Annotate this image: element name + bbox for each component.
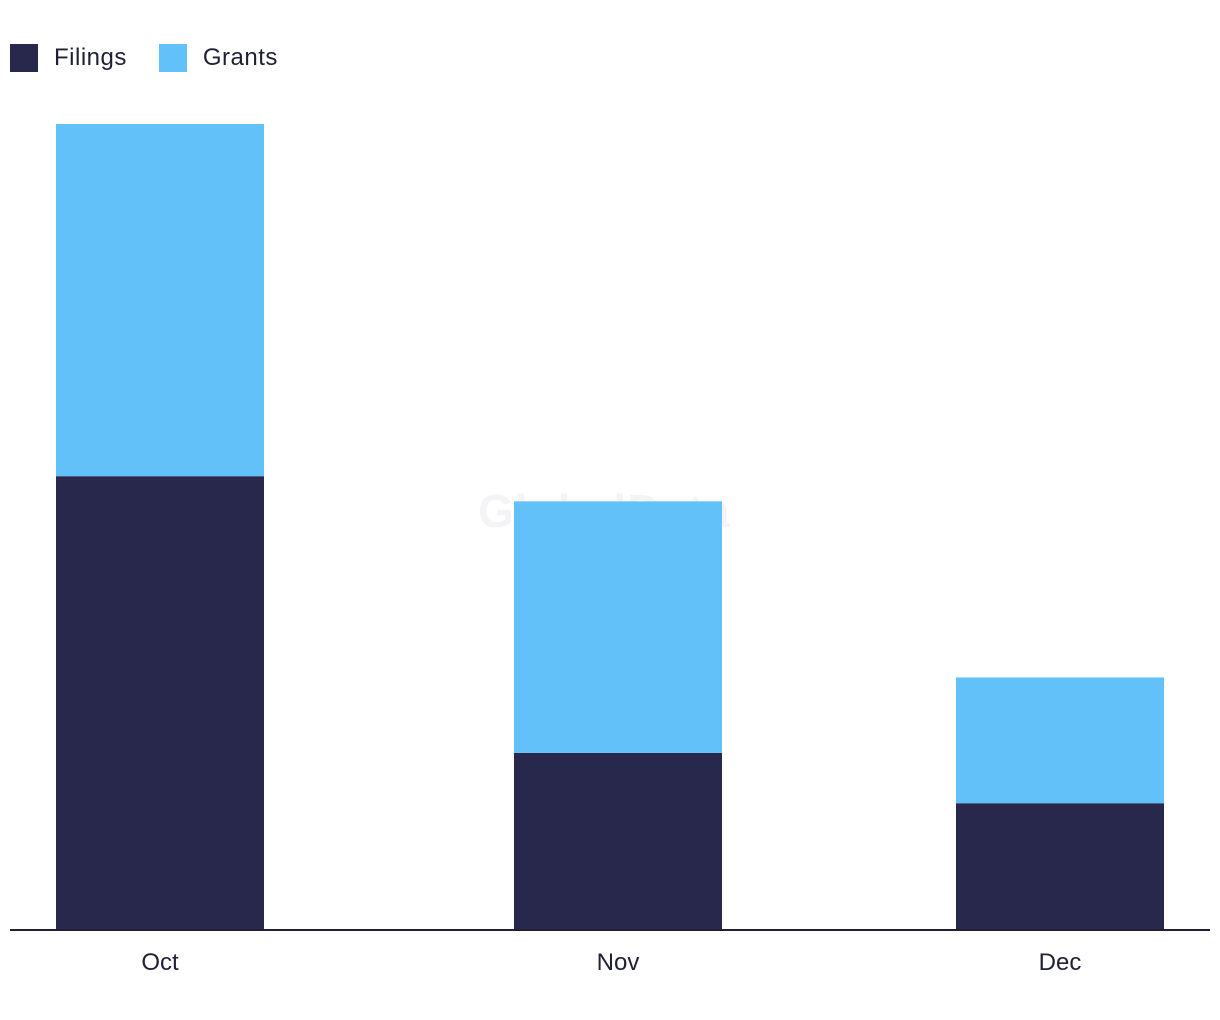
bar-grants-oct[interactable]: [56, 124, 264, 477]
x-tick-label-nov: Nov: [597, 949, 640, 976]
chart-legend: Filings Grants: [10, 44, 278, 72]
bar-filings-dec[interactable]: [956, 803, 1164, 929]
bar-grants-nov[interactable]: [514, 501, 722, 753]
bar-filings-nov[interactable]: [514, 752, 722, 929]
legend-label-filings: Filings: [54, 44, 127, 71]
bars-group: [56, 124, 1164, 929]
bar-filings-oct[interactable]: [56, 476, 264, 929]
legend-swatch-filings: [10, 44, 38, 72]
legend-item-grants[interactable]: Grants: [158, 44, 278, 72]
legend-label-grants: Grants: [202, 44, 278, 71]
x-tick-label-oct: Oct: [141, 949, 179, 976]
legend-item-filings[interactable]: Filings: [10, 44, 127, 72]
bar-grants-dec[interactable]: [956, 677, 1164, 804]
x-tick-labels: Oct Nov Dec: [141, 949, 1081, 976]
legend-swatch-grants: [158, 44, 187, 72]
x-tick-label-dec: Dec: [1039, 949, 1082, 976]
